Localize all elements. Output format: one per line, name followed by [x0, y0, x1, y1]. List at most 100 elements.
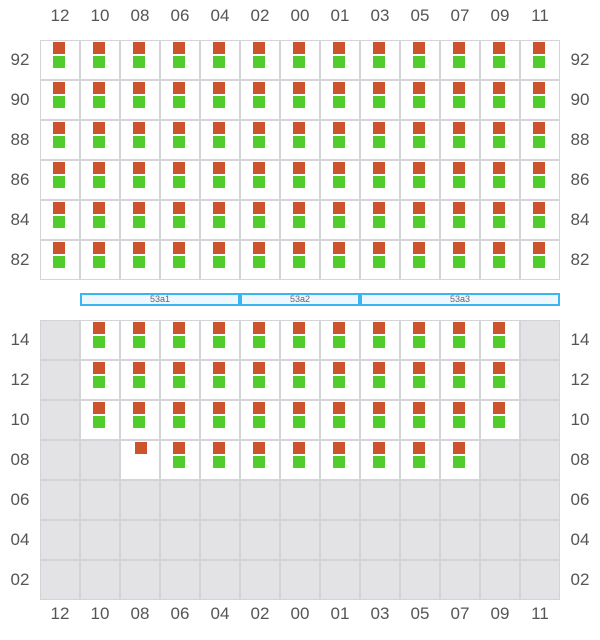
seat-cell-88-11[interactable] — [520, 120, 560, 160]
seat-cell-12-10[interactable] — [80, 360, 120, 400]
seat-cell-08-07[interactable] — [440, 440, 480, 480]
seat-cell-90-08[interactable] — [120, 80, 160, 120]
section-band-53a2[interactable]: 53a2 — [240, 293, 360, 306]
seat-cell-92-08[interactable] — [120, 40, 160, 80]
seat-cell-14-04[interactable] — [200, 320, 240, 360]
seat-cell-82-03[interactable] — [360, 240, 400, 280]
seat-cell-88-07[interactable] — [440, 120, 480, 160]
seat-cell-88-04[interactable] — [200, 120, 240, 160]
seat-cell-10-05[interactable] — [400, 400, 440, 440]
seat-cell-86-11[interactable] — [520, 160, 560, 200]
seat-cell-84-02[interactable] — [240, 200, 280, 240]
seat-cell-84-12[interactable] — [40, 200, 80, 240]
seat-cell-14-09[interactable] — [480, 320, 520, 360]
seat-cell-84-00[interactable] — [280, 200, 320, 240]
section-band-53a1[interactable]: 53a1 — [80, 293, 240, 306]
seat-cell-92-10[interactable] — [80, 40, 120, 80]
seat-cell-10-03[interactable] — [360, 400, 400, 440]
seat-cell-84-03[interactable] — [360, 200, 400, 240]
seat-cell-10-10[interactable] — [80, 400, 120, 440]
seat-cell-90-10[interactable] — [80, 80, 120, 120]
seat-cell-92-06[interactable] — [160, 40, 200, 80]
seat-cell-08-01[interactable] — [320, 440, 360, 480]
seat-cell-08-06[interactable] — [160, 440, 200, 480]
seat-cell-88-06[interactable] — [160, 120, 200, 160]
seat-cell-12-08[interactable] — [120, 360, 160, 400]
seat-cell-88-05[interactable] — [400, 120, 440, 160]
seat-cell-82-05[interactable] — [400, 240, 440, 280]
seat-cell-92-01[interactable] — [320, 40, 360, 80]
seat-cell-90-12[interactable] — [40, 80, 80, 120]
seat-cell-82-00[interactable] — [280, 240, 320, 280]
seat-cell-12-03[interactable] — [360, 360, 400, 400]
seat-cell-08-04[interactable] — [200, 440, 240, 480]
seat-cell-08-02[interactable] — [240, 440, 280, 480]
seat-cell-08-08[interactable] — [120, 440, 160, 480]
seat-cell-12-01[interactable] — [320, 360, 360, 400]
seat-cell-90-05[interactable] — [400, 80, 440, 120]
seat-cell-12-00[interactable] — [280, 360, 320, 400]
seat-cell-92-02[interactable] — [240, 40, 280, 80]
seat-cell-10-08[interactable] — [120, 400, 160, 440]
seat-cell-90-07[interactable] — [440, 80, 480, 120]
seat-cell-08-00[interactable] — [280, 440, 320, 480]
seat-cell-90-04[interactable] — [200, 80, 240, 120]
seat-cell-86-05[interactable] — [400, 160, 440, 200]
seat-cell-86-03[interactable] — [360, 160, 400, 200]
seat-cell-84-07[interactable] — [440, 200, 480, 240]
seat-cell-90-06[interactable] — [160, 80, 200, 120]
seat-cell-86-08[interactable] — [120, 160, 160, 200]
seat-cell-84-04[interactable] — [200, 200, 240, 240]
seat-cell-10-00[interactable] — [280, 400, 320, 440]
seat-cell-14-02[interactable] — [240, 320, 280, 360]
seat-cell-08-05[interactable] — [400, 440, 440, 480]
seat-cell-90-09[interactable] — [480, 80, 520, 120]
seat-cell-90-03[interactable] — [360, 80, 400, 120]
seat-cell-86-12[interactable] — [40, 160, 80, 200]
seat-cell-10-04[interactable] — [200, 400, 240, 440]
seat-cell-14-01[interactable] — [320, 320, 360, 360]
seat-cell-82-04[interactable] — [200, 240, 240, 280]
seat-cell-86-01[interactable] — [320, 160, 360, 200]
seat-cell-12-02[interactable] — [240, 360, 280, 400]
seat-cell-12-05[interactable] — [400, 360, 440, 400]
seat-cell-88-00[interactable] — [280, 120, 320, 160]
seat-cell-88-02[interactable] — [240, 120, 280, 160]
seat-cell-10-07[interactable] — [440, 400, 480, 440]
seat-cell-82-01[interactable] — [320, 240, 360, 280]
seat-cell-82-06[interactable] — [160, 240, 200, 280]
section-band-53a3[interactable]: 53a3 — [360, 293, 560, 306]
seat-cell-82-11[interactable] — [520, 240, 560, 280]
seat-cell-84-10[interactable] — [80, 200, 120, 240]
seat-cell-82-02[interactable] — [240, 240, 280, 280]
seat-cell-90-01[interactable] — [320, 80, 360, 120]
seat-cell-82-10[interactable] — [80, 240, 120, 280]
seat-cell-82-07[interactable] — [440, 240, 480, 280]
seat-cell-92-09[interactable] — [480, 40, 520, 80]
seat-cell-82-12[interactable] — [40, 240, 80, 280]
seat-cell-86-02[interactable] — [240, 160, 280, 200]
seat-cell-88-03[interactable] — [360, 120, 400, 160]
seat-cell-84-11[interactable] — [520, 200, 560, 240]
seat-cell-86-06[interactable] — [160, 160, 200, 200]
seat-cell-86-09[interactable] — [480, 160, 520, 200]
seat-cell-92-04[interactable] — [200, 40, 240, 80]
seat-cell-90-02[interactable] — [240, 80, 280, 120]
seat-cell-14-06[interactable] — [160, 320, 200, 360]
seat-cell-84-06[interactable] — [160, 200, 200, 240]
seat-cell-12-06[interactable] — [160, 360, 200, 400]
seat-cell-88-01[interactable] — [320, 120, 360, 160]
seat-cell-12-07[interactable] — [440, 360, 480, 400]
seat-cell-14-07[interactable] — [440, 320, 480, 360]
seat-cell-10-09[interactable] — [480, 400, 520, 440]
seat-cell-92-03[interactable] — [360, 40, 400, 80]
seat-cell-92-00[interactable] — [280, 40, 320, 80]
seat-cell-86-04[interactable] — [200, 160, 240, 200]
seat-cell-88-10[interactable] — [80, 120, 120, 160]
seat-cell-10-06[interactable] — [160, 400, 200, 440]
seat-cell-86-00[interactable] — [280, 160, 320, 200]
seat-cell-14-03[interactable] — [360, 320, 400, 360]
seat-cell-82-09[interactable] — [480, 240, 520, 280]
seat-cell-12-04[interactable] — [200, 360, 240, 400]
seat-cell-84-08[interactable] — [120, 200, 160, 240]
